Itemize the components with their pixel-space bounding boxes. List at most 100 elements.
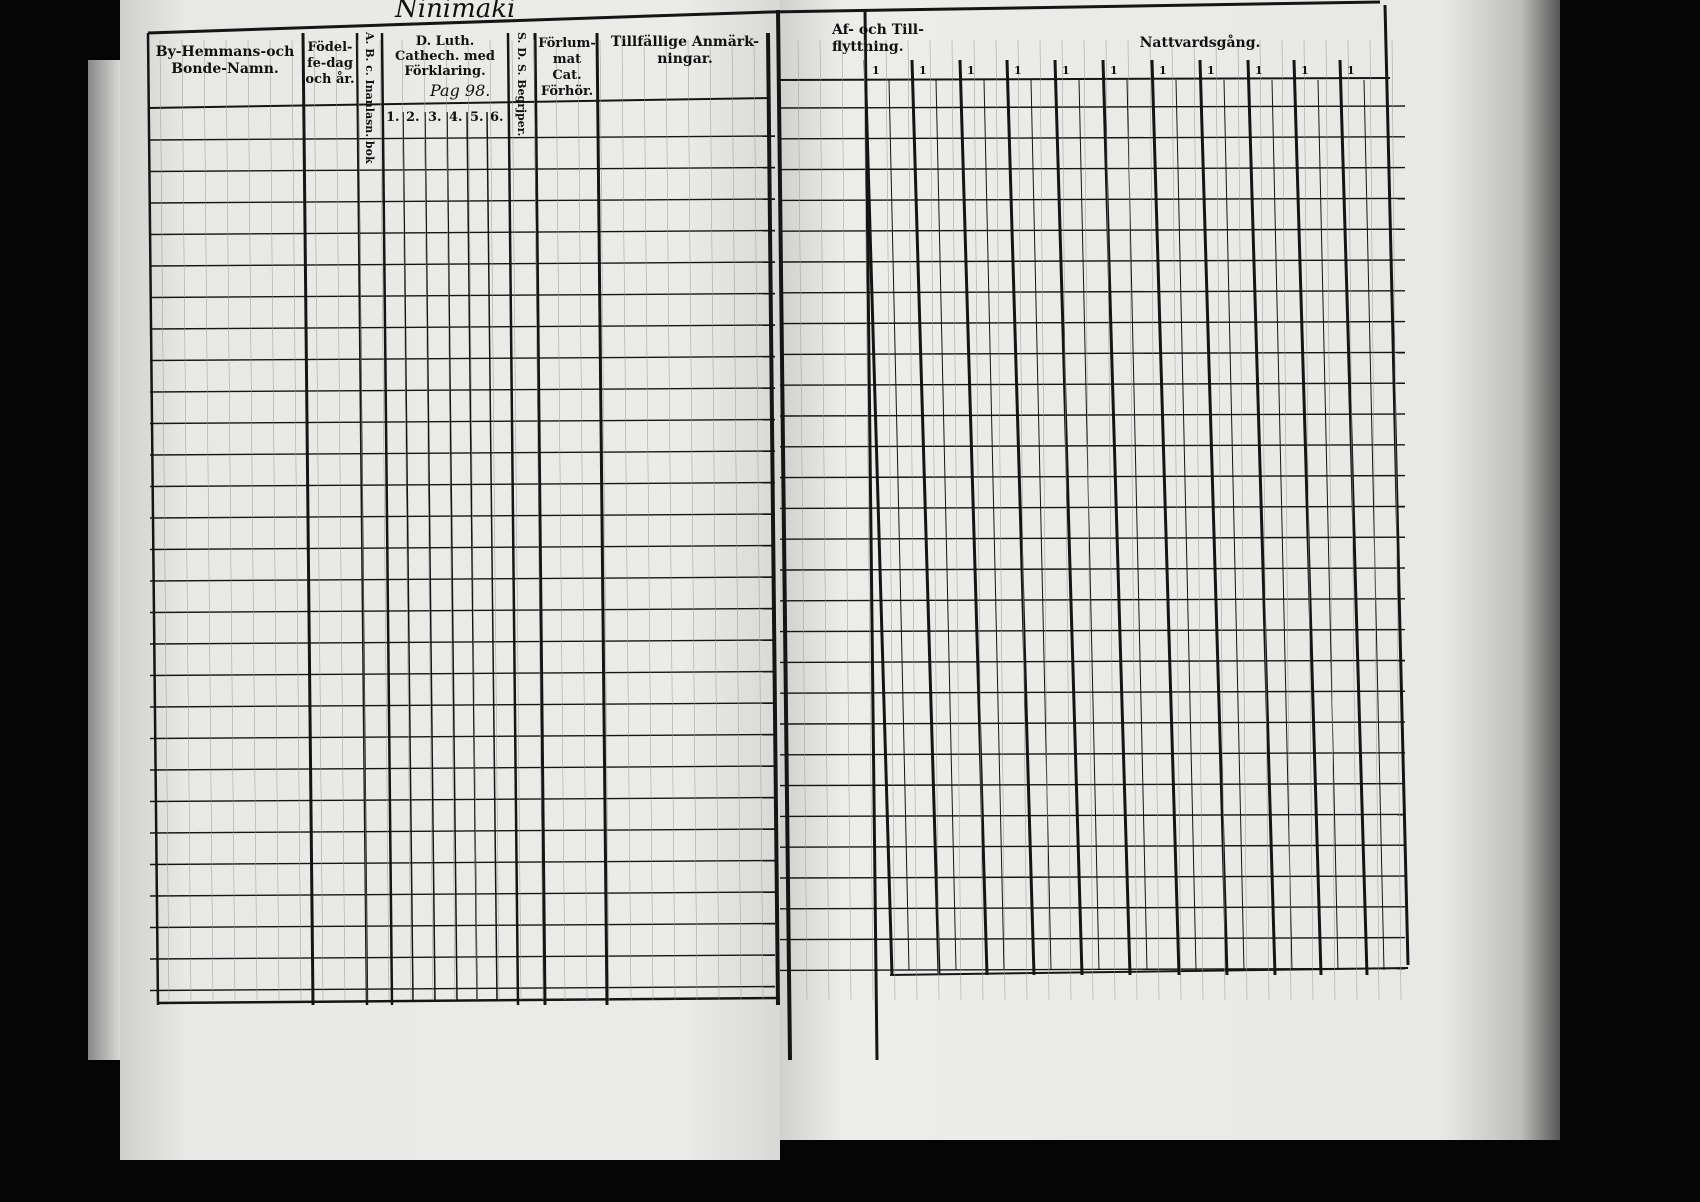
header-forlummat: Förlum-mat Cat. Förhör. (538, 36, 596, 99)
row-rule (779, 752, 1406, 756)
faint-rule (1061, 39, 1072, 1001)
faint-rule (379, 39, 390, 1001)
header-birth: Födel-fe-dag och år. (305, 40, 355, 87)
subcolumn-rule (402, 111, 414, 1001)
faint-rule (1193, 39, 1204, 1001)
faint-rule (665, 39, 676, 1001)
row-rule (779, 813, 1406, 818)
bottom-rule (889, 967, 1409, 976)
row-rule (779, 136, 1406, 140)
row-rule (149, 796, 776, 803)
faint-rule (907, 39, 918, 1001)
row-rule (779, 474, 1406, 479)
row-rule (779, 105, 1406, 109)
row-rule (149, 544, 776, 551)
faint-rule (687, 39, 698, 1001)
faint-rule (599, 39, 610, 1001)
faint-rule (181, 39, 192, 1001)
row-rule (149, 985, 776, 992)
communion-subcol-label: 1 (1110, 64, 1118, 77)
communion-subrule (935, 79, 957, 971)
row-rule (149, 324, 776, 330)
catechism-subcol-label: 3. (428, 110, 442, 125)
row-rule (779, 659, 1406, 664)
communion-subrule (888, 79, 910, 971)
communion-subrule (1175, 79, 1197, 971)
faint-rule (577, 39, 588, 1001)
faint-rule (1017, 39, 1028, 1001)
row-rule (779, 906, 1406, 910)
column-rule (595, 32, 609, 1006)
faint-rule (489, 39, 500, 1001)
communion-column-rule (910, 59, 941, 976)
row-rule (149, 828, 776, 834)
column-rule (506, 32, 520, 1006)
row-rule (149, 765, 776, 771)
communion-subrule (1078, 79, 1100, 971)
header-remarks: Tillfällige Anmärk-ningar. (610, 34, 760, 67)
faint-rule (643, 39, 654, 1001)
communion-subcol-label: 1 (1207, 64, 1215, 77)
faint-rule (1215, 39, 1226, 1001)
communion-column-rule (1198, 59, 1229, 976)
header-names: By-Hemmans-och Bonde-Namn. (155, 44, 295, 77)
row-rule (149, 355, 776, 362)
faint-rule (533, 39, 544, 1001)
faint-rule (621, 39, 632, 1001)
row-rule (149, 733, 776, 740)
page-edge (88, 60, 120, 1060)
header-abc: A. B. c. Inanlasn. bok (363, 32, 376, 164)
row-rule (149, 513, 776, 519)
row-rule (779, 259, 1406, 263)
faint-rule (467, 39, 478, 1001)
faint-rule (753, 39, 764, 1001)
faint-rule (1259, 39, 1270, 1001)
faint-rule (203, 39, 214, 1001)
communion-column-rule (1005, 59, 1036, 976)
row-rule (779, 505, 1406, 510)
row-rule (779, 690, 1406, 694)
catechism-subcol-label: 2. (406, 110, 420, 125)
subcolumn-rule (446, 111, 458, 1001)
faint-rule (401, 39, 412, 1001)
communion-subrule (1223, 79, 1245, 971)
row-rule (779, 382, 1406, 386)
bottom-rule (157, 996, 781, 1005)
subcolumn-rule (486, 111, 498, 1001)
top-rule (769, 0, 1381, 14)
row-rule (149, 576, 776, 582)
communion-subcol-label: 1 (1347, 64, 1355, 77)
row-rule (779, 166, 1406, 171)
row-rule (779, 536, 1406, 540)
row-rule (779, 567, 1406, 571)
communion-subcol-label: 1 (1255, 64, 1263, 77)
row-rule (149, 166, 776, 173)
column-rule (863, 9, 879, 1061)
row-rule (149, 292, 776, 299)
communion-subrule (1271, 79, 1293, 971)
faint-rule (247, 39, 258, 1001)
catechism-subcol-label: 4. (449, 110, 463, 125)
communion-subcol-label: 1 (1014, 64, 1022, 77)
communion-subrule (1363, 79, 1385, 971)
communion-column-rule (1292, 59, 1323, 976)
communion-subrule (983, 79, 1005, 971)
faint-rule (225, 39, 236, 1001)
row-rule (149, 229, 776, 236)
row-rule (779, 290, 1406, 294)
row-rule (779, 444, 1406, 448)
communion-column-rule (1246, 59, 1277, 976)
faint-rule (1303, 39, 1314, 1001)
communion-column-rule (863, 59, 894, 976)
catechism-note: Pag 98. (430, 81, 491, 100)
right-border-rule (1383, 4, 1410, 966)
faint-rule (1083, 39, 1094, 1001)
faint-rule (1105, 39, 1116, 1001)
communion-column-rule (1101, 59, 1132, 976)
header-rule (777, 77, 1391, 81)
row-rule (779, 844, 1406, 848)
faint-rule (1171, 39, 1182, 1001)
faint-rule (885, 39, 896, 1001)
